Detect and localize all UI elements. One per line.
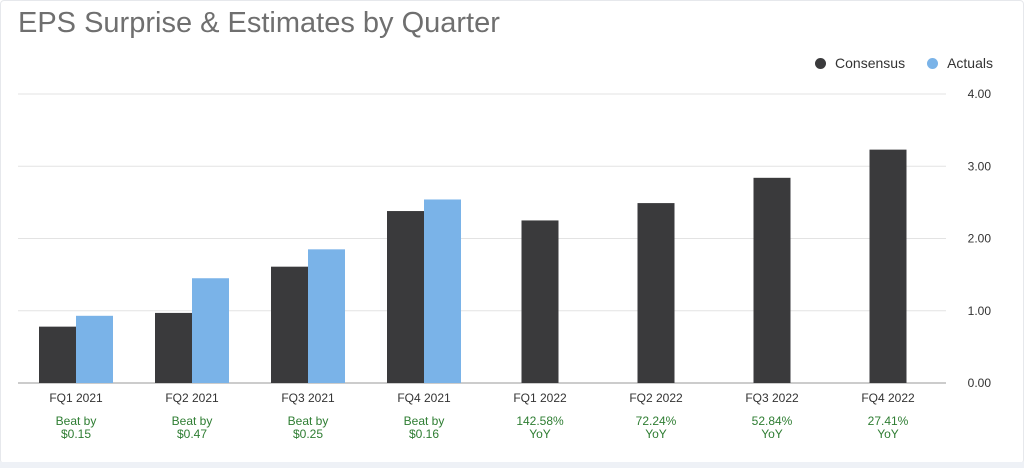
bar-consensus	[637, 203, 675, 383]
bar-consensus	[39, 326, 76, 383]
legend: Consensus Actuals	[793, 55, 993, 71]
note-line-1: 142.58%	[516, 414, 564, 428]
bar-consensus	[521, 220, 559, 383]
note-line-1: 72.24%	[636, 414, 677, 428]
bar-consensus	[753, 177, 791, 383]
y-tick-label: 0.00	[968, 376, 992, 390]
note-line-2: $0.16	[409, 427, 439, 441]
y-tick-label: 1.00	[968, 304, 992, 318]
y-tick-label: 3.00	[968, 159, 992, 173]
x-tick-label: FQ3 2022	[745, 391, 799, 405]
note-line-2: $0.47	[177, 427, 207, 441]
x-tick-label: FQ1 2022	[513, 391, 567, 405]
bar-consensus	[869, 149, 907, 383]
legend-dot-actuals	[927, 57, 939, 69]
y-tick-label: 2.00	[968, 232, 992, 246]
bar-actual	[424, 199, 461, 383]
bar-consensus	[271, 266, 308, 383]
note-line-2: $0.15	[61, 427, 91, 441]
legend-item-actuals[interactable]: Actuals	[927, 55, 993, 71]
legend-dot-consensus	[815, 57, 827, 69]
x-tick-label: FQ2 2021	[165, 391, 219, 405]
note-line-2: YoY	[761, 427, 783, 441]
note-line-1: Beat by	[404, 414, 445, 428]
note-line-2: $0.25	[293, 427, 323, 441]
x-tick-label: FQ2 2022	[629, 391, 683, 405]
note-line-2: YoY	[877, 427, 899, 441]
bar-actual	[192, 278, 229, 383]
note-line-1: 52.84%	[752, 414, 793, 428]
x-tick-label: FQ1 2021	[49, 391, 103, 405]
legend-label-consensus: Consensus	[835, 55, 906, 71]
bar-consensus	[387, 211, 424, 383]
note-line-1: Beat by	[288, 414, 329, 428]
bar-actual	[76, 315, 113, 383]
bar-actual	[308, 249, 345, 383]
legend-item-consensus[interactable]: Consensus	[815, 55, 905, 71]
note-line-2: YoY	[645, 427, 667, 441]
legend-label-actuals: Actuals	[947, 55, 993, 71]
note-line-1: 27.41%	[868, 414, 909, 428]
bar-consensus	[155, 312, 192, 383]
x-tick-label: FQ4 2022	[861, 391, 915, 405]
note-line-2: YoY	[529, 427, 551, 441]
x-tick-label: FQ4 2021	[397, 391, 451, 405]
note-line-1: Beat by	[56, 414, 97, 428]
bottom-strip	[0, 462, 1024, 468]
note-line-1: Beat by	[172, 414, 213, 428]
y-tick-label: 4.00	[968, 87, 992, 101]
x-tick-label: FQ3 2021	[281, 391, 335, 405]
chart-title: EPS Surprise & Estimates by Quarter	[18, 7, 500, 39]
